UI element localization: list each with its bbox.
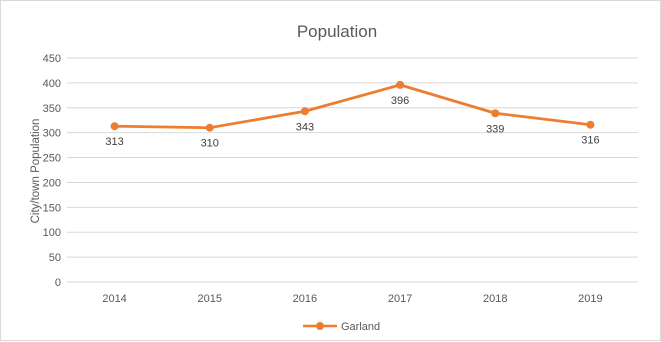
legend-label-garland: Garland [341, 321, 380, 333]
x-tick-label: 2018 [483, 293, 507, 305]
series-line-garland [113, 83, 592, 130]
data-label-2016: 343 [296, 121, 314, 133]
y-tick-label: 400 [43, 78, 61, 90]
y-tick-label: 300 [43, 128, 61, 140]
x-axis-ticks: 2014 2015 2016 2017 2018 2019 [102, 293, 602, 305]
y-tick-label: 100 [43, 227, 61, 239]
legend-marker-garland [316, 322, 324, 330]
data-labels: 313 310 343 396 339 316 [105, 95, 599, 150]
y-tick-label: 250 [43, 153, 61, 165]
y-tick-label: 50 [49, 252, 61, 264]
data-point-2015 [205, 123, 214, 132]
chart-title: Population [297, 22, 377, 41]
y-axis-ticks: 0 50 100 150 200 250 300 350 400 450 [43, 53, 61, 289]
y-tick-label: 350 [43, 103, 61, 115]
x-tick-label: 2015 [198, 293, 222, 305]
data-point-2014 [110, 122, 119, 131]
y-tick-label: 150 [43, 202, 61, 214]
y-axis-title: City/town Population [30, 119, 42, 224]
y-tick-label: 0 [55, 277, 61, 289]
x-tick-label: 2016 [293, 293, 317, 305]
data-label-2014: 313 [105, 136, 123, 148]
series-garland [110, 80, 595, 132]
data-point-2019 [586, 120, 595, 129]
x-tick-label: 2014 [102, 293, 126, 305]
y-tick-label: 200 [43, 177, 61, 189]
data-label-2019: 316 [581, 135, 599, 147]
gridlines [67, 57, 638, 283]
data-label-2017: 396 [391, 95, 409, 107]
x-tick-label: 2017 [388, 293, 412, 305]
data-point-2017 [396, 80, 405, 89]
y-tick-label: 450 [43, 53, 61, 65]
data-point-2016 [300, 107, 309, 116]
data-label-2018: 339 [486, 123, 504, 135]
data-label-2015: 310 [201, 138, 219, 150]
data-point-2018 [491, 109, 500, 118]
x-tick-label: 2019 [578, 293, 602, 305]
legend: Garland [303, 321, 380, 333]
